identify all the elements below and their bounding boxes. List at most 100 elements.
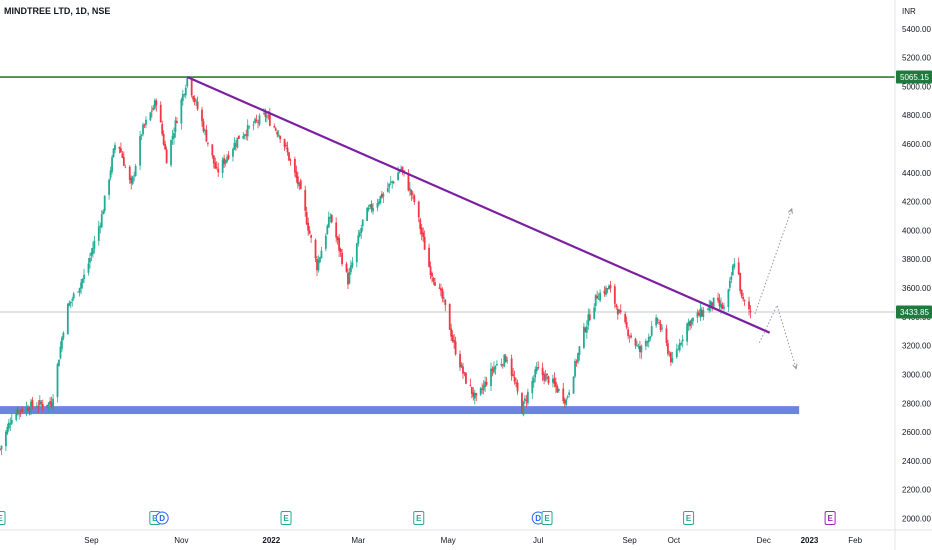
candle-body — [171, 136, 174, 140]
candle-body — [89, 257, 91, 263]
candle-body — [264, 112, 267, 117]
candle-body — [708, 304, 711, 311]
candle-body — [184, 88, 187, 96]
candle-body — [473, 392, 476, 399]
candle-body — [450, 328, 453, 337]
candle-body — [140, 134, 143, 136]
candle-body — [469, 384, 472, 386]
x-tick-label: Dec — [757, 536, 771, 545]
candle-body — [180, 99, 183, 124]
candle-body — [267, 115, 270, 117]
candle-body — [59, 346, 62, 359]
earnings-event-marker — [413, 511, 425, 525]
candle-body — [606, 288, 609, 290]
candle-body — [329, 216, 332, 219]
annotation-lines-layer — [0, 76, 895, 313]
candle-body — [10, 419, 13, 424]
time-axis[interactable]: Sep Nov 2022 Mar May Jul Sep Oct Dec 2023 Feb — [84, 536, 862, 545]
candle-body — [692, 318, 694, 322]
candle-body — [689, 321, 691, 327]
candle-body — [16, 409, 19, 414]
candle-body — [35, 406, 38, 408]
candle-body — [699, 308, 702, 318]
candle-body — [678, 343, 681, 351]
events-layer: EEDEEDEEE — [0, 511, 836, 525]
candle-body — [531, 381, 534, 394]
candle-body — [130, 177, 133, 184]
candle-body — [31, 400, 34, 407]
currency-label: INR — [902, 7, 916, 16]
earnings-event-marker — [280, 511, 292, 525]
candle-body — [161, 123, 164, 135]
candle-body — [314, 239, 317, 259]
candle-body — [658, 322, 660, 324]
candle-body — [615, 304, 618, 307]
candle-body — [644, 340, 647, 347]
candle-body — [627, 329, 630, 336]
candle-body — [233, 142, 236, 150]
candle-body — [162, 134, 165, 145]
candle-body — [697, 312, 700, 316]
event-letter: E — [686, 514, 692, 523]
candle-body — [227, 155, 230, 159]
candle-body — [164, 143, 167, 150]
candle-body — [99, 225, 102, 228]
candle-body — [543, 373, 545, 381]
candle-body — [565, 399, 568, 405]
candle-body — [578, 346, 581, 356]
candle-body — [50, 402, 53, 408]
support-zone-layer — [0, 406, 800, 415]
candle-body — [500, 363, 503, 366]
candle-body — [647, 337, 650, 343]
candle-body — [276, 131, 279, 135]
y-tick-label: 2600.00 — [902, 428, 931, 437]
candle-body — [639, 346, 641, 352]
x-tick-label: Mar — [351, 536, 365, 545]
candle-body — [274, 128, 277, 131]
candle-body — [155, 100, 158, 106]
candle-body — [288, 152, 290, 161]
candle-body — [217, 168, 220, 173]
candle-body — [112, 148, 115, 157]
candle-body — [237, 135, 240, 139]
candle-body — [618, 309, 621, 314]
y-tick-label: 2800.00 — [902, 399, 931, 408]
y-tick-label: 4200.00 — [902, 198, 931, 207]
candle-body — [319, 257, 321, 262]
candle-body — [195, 100, 198, 102]
candle-body — [149, 112, 152, 121]
candle-body — [145, 119, 147, 125]
event-letter: E — [152, 514, 158, 523]
candle-body — [501, 364, 504, 366]
candle-body — [108, 179, 111, 195]
candle-body — [212, 155, 215, 164]
earnings-event-marker — [683, 511, 695, 525]
candle-body — [485, 381, 488, 385]
candle-body — [317, 260, 320, 271]
candle-body — [320, 250, 323, 259]
candle-body — [358, 232, 361, 237]
candle-body — [686, 323, 689, 342]
price-axis[interactable]: 2000.00 2200.00 2400.00 2600.00 2800.00 3000.… — [902, 25, 931, 524]
candle-body — [121, 153, 124, 158]
candle-body — [650, 326, 653, 336]
candle-body — [38, 400, 41, 406]
candle-body — [603, 290, 606, 294]
candle-body — [91, 248, 94, 255]
candle-body — [357, 235, 360, 244]
x-tick-label: 2022 — [262, 536, 280, 545]
candle-body — [628, 336, 631, 338]
x-tick-label: Feb — [848, 536, 862, 545]
candle-body — [599, 292, 602, 301]
candle-body — [335, 222, 338, 238]
candle-body — [444, 299, 447, 306]
candle-body — [369, 204, 371, 207]
candle-body — [460, 364, 463, 368]
candle-body — [495, 364, 498, 366]
candle-body — [206, 142, 209, 144]
candle-body — [72, 293, 75, 299]
candle-body — [656, 319, 659, 321]
candle-body — [378, 201, 380, 205]
candle-body — [361, 219, 364, 227]
